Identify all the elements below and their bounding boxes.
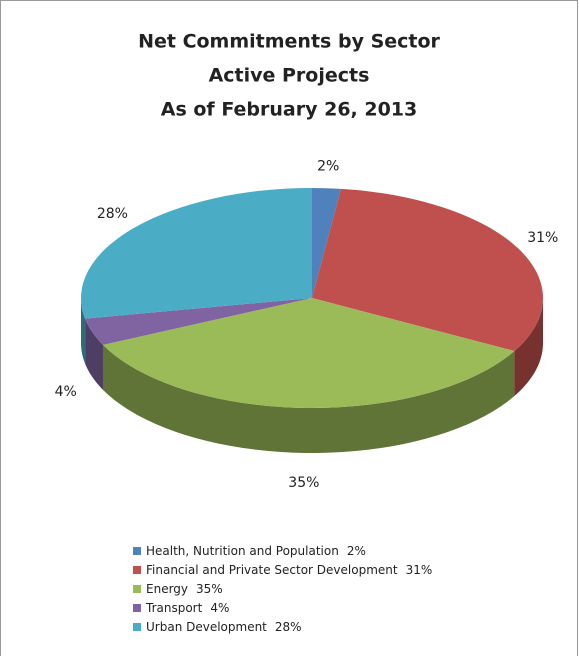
pie-side (81, 298, 86, 364)
legend-value: 28% (275, 620, 302, 634)
data-label: 4% (55, 384, 77, 400)
data-label: 35% (288, 475, 319, 491)
legend-swatch (133, 585, 141, 593)
legend-swatch (133, 623, 141, 631)
legend-value: 2% (347, 544, 366, 558)
legend-swatch (133, 547, 141, 555)
pie-slice (312, 188, 543, 351)
legend-label: Health, Nutrition and Population 2% (146, 544, 366, 558)
legend-label: Financial and Private Sector Development… (146, 563, 432, 577)
pie-slice (85, 298, 312, 345)
legend-value: 4% (210, 601, 229, 615)
legend-name: Transport (145, 601, 203, 615)
legend-name: Financial and Private Sector Development (146, 563, 398, 577)
legend-label: Transport 4% (145, 601, 229, 615)
chart-title: Active Projects (209, 65, 370, 87)
legend-value: 31% (406, 563, 433, 577)
legend-name: Energy (146, 582, 188, 596)
legend-name: Urban Development (146, 620, 267, 634)
legend-name: Health, Nutrition and Population (146, 544, 339, 558)
pie-side (85, 318, 103, 390)
chart-title: Net Commitments by Sector (138, 31, 440, 53)
legend-value: 35% (196, 582, 223, 596)
pie-side (514, 298, 543, 396)
legend-swatch (133, 604, 141, 612)
data-label: 31% (527, 230, 558, 246)
pie-slice (312, 188, 341, 298)
pie-side (102, 344, 515, 453)
pie-slice (102, 298, 515, 408)
legend-swatch (133, 566, 141, 574)
legend-label: Energy 35% (146, 582, 223, 596)
legend-label: Urban Development 28% (146, 620, 302, 634)
chart-title: As of February 26, 2013 (161, 99, 418, 121)
pie-slice (80, 188, 312, 319)
data-label: 2% (317, 158, 339, 174)
data-label: 28% (97, 206, 128, 222)
